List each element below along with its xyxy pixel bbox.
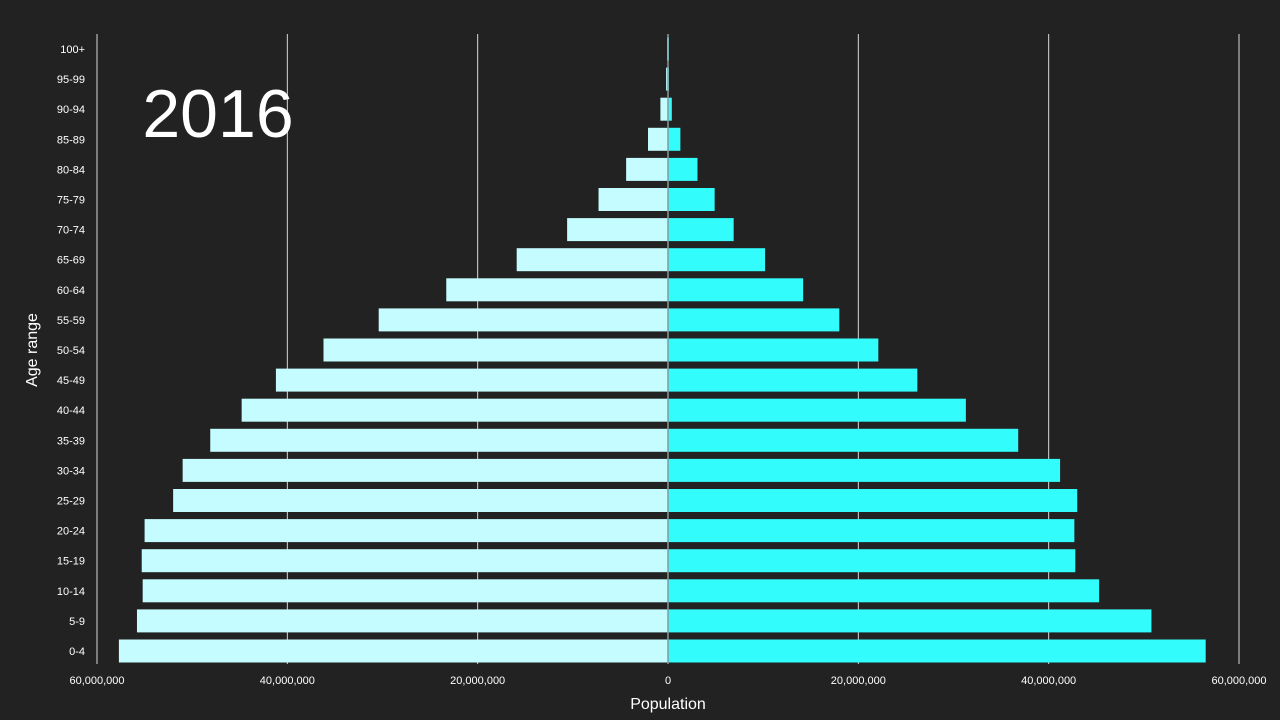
bar-left-25-29 [173,489,668,512]
bar-right-35-39 [668,428,1019,452]
y-tick-label-35-39: 35-39 [57,435,85,447]
bar-left-70-74 [567,218,668,242]
y-tick-label-45-49: 45-49 [57,375,85,387]
bar-left-65-69 [516,248,668,272]
bar-left-5-9 [136,609,669,633]
y-tick-label-100+: 100+ [60,44,85,56]
y-tick-label-65-69: 65-69 [57,255,85,267]
y-axis-title: Age range [24,313,41,387]
x-tick-label-4: 20,000,000 [831,675,886,687]
bar-left-50-54 [323,338,668,362]
bar-left-80-84 [626,157,668,181]
x-tick-labels: 60,000,000 40,000,000 20,000,000 0 20,000,00… [69,675,1266,687]
y-tick-label-90-94: 90-94 [57,104,85,116]
x-tick-label-3: 0 [665,675,671,687]
bar-left-20-24 [144,519,669,543]
bar-right-75-79 [668,188,715,211]
y-tick-label-15-19: 15-19 [57,556,85,568]
bar-right-70-74 [668,218,734,242]
bar-left-95-99 [666,67,668,91]
bar-left-60-64 [446,278,668,302]
bar-left-85-89 [648,127,668,151]
bar-left-45-49 [275,368,668,392]
bar-right-20-24 [668,519,1075,543]
y-tick-label-40-44: 40-44 [57,405,85,417]
bar-left-75-79 [598,188,668,211]
bar-right-30-34 [668,458,1061,482]
bars [118,37,1206,663]
y-tick-label-20-24: 20-24 [57,526,85,538]
bar-right-25-29 [668,489,1078,512]
bar-left-10-14 [142,579,668,603]
bar-right-55-59 [668,308,840,332]
bar-right-15-19 [668,549,1076,573]
x-tick-label-2: 20,000,000 [450,675,505,687]
x-axis-title: Population [630,696,706,713]
year-annotation: 2016 [142,76,293,152]
bar-right-0-4 [668,639,1206,663]
bar-right-90-94 [668,97,672,121]
bar-left-0-4 [118,639,669,663]
y-tick-label-55-59: 55-59 [57,315,85,327]
bar-left-55-59 [378,308,668,332]
bar-right-10-14 [668,579,1100,603]
bar-right-40-44 [668,398,966,422]
y-tick-label-10-14: 10-14 [57,586,85,598]
bar-left-15-19 [141,549,668,573]
x-tick-label-5: 40,000,000 [1021,675,1076,687]
y-tick-label-95-99: 95-99 [57,74,85,86]
bar-left-35-39 [210,428,668,452]
y-tick-label-0-4: 0-4 [69,646,85,658]
bar-left-90-94 [660,97,668,121]
bar-left-40-44 [241,398,669,422]
y-tick-label-80-84: 80-84 [57,164,85,176]
y-tick-label-5-9: 5-9 [69,616,85,628]
x-tick-label-0: 60,000,000 [69,675,124,687]
bar-right-65-69 [668,248,766,272]
y-tick-label-85-89: 85-89 [57,134,85,146]
bar-right-60-64 [668,278,804,302]
bar-right-5-9 [668,609,1152,633]
bar-right-45-49 [668,368,918,392]
y-tick-label-25-29: 25-29 [57,496,85,508]
x-tick-label-1: 40,000,000 [260,675,315,687]
bar-right-80-84 [668,157,698,181]
y-tick-label-75-79: 75-79 [57,195,85,207]
x-tick-label-6: 60,000,000 [1211,675,1266,687]
bar-right-85-89 [668,127,681,151]
y-tick-labels: 100+ 95-99 90-94 85-89 80-84 75-79 70-74 65-69 6… [57,44,85,658]
y-tick-label-50-54: 50-54 [57,345,85,357]
y-tick-label-60-64: 60-64 [57,285,85,297]
bar-left-30-34 [182,458,668,482]
y-tick-label-30-34: 30-34 [57,465,85,477]
y-tick-label-70-74: 70-74 [57,225,85,237]
bar-right-50-54 [668,338,879,362]
